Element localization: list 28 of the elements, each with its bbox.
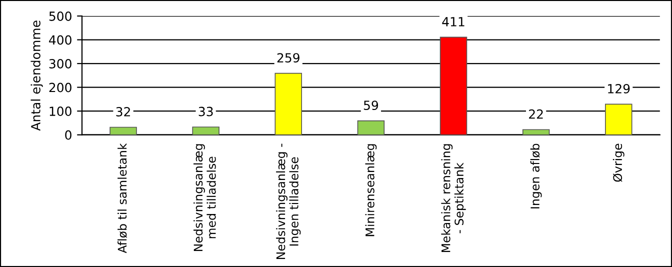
x-tick-label: Afløb til samletank	[118, 143, 128, 254]
x-tick-label: Minirenseanlæg	[365, 144, 377, 236]
bar	[440, 36, 468, 135]
y-tick-label: 0	[65, 130, 72, 140]
bar	[274, 72, 302, 135]
y-tick-label: 300	[49, 59, 72, 68]
y-tick-label: 500	[49, 11, 72, 21]
x-tick-label: Nedsivningsanlæg med tilladelse	[194, 144, 216, 251]
y-tick-label: 100	[50, 106, 72, 116]
bar	[110, 126, 137, 135]
data-label: 411	[442, 17, 464, 26]
data-label: 32	[116, 107, 130, 116]
y-tick-label: 400	[49, 35, 72, 45]
y-axis-title: Antal ejendomme	[30, 20, 43, 131]
data-label: 33	[198, 106, 213, 116]
bar	[357, 120, 385, 135]
x-tick-label: Mekanisk rensning - Septiktank	[441, 144, 466, 252]
bar	[192, 126, 220, 135]
x-tick-label: Nedsivningsanlæg - Ingen tilladelse	[276, 144, 301, 259]
y-tick-label: 200	[49, 82, 72, 92]
bar	[604, 104, 632, 135]
x-tick-label: Øvrige	[612, 144, 624, 182]
data-label: 22	[529, 109, 543, 119]
bar	[522, 129, 550, 135]
x-tick-label: Ingen afløb	[530, 144, 542, 208]
data-label: 259	[277, 53, 300, 63]
data-label: 129	[608, 84, 630, 94]
data-label: 59	[364, 100, 378, 110]
